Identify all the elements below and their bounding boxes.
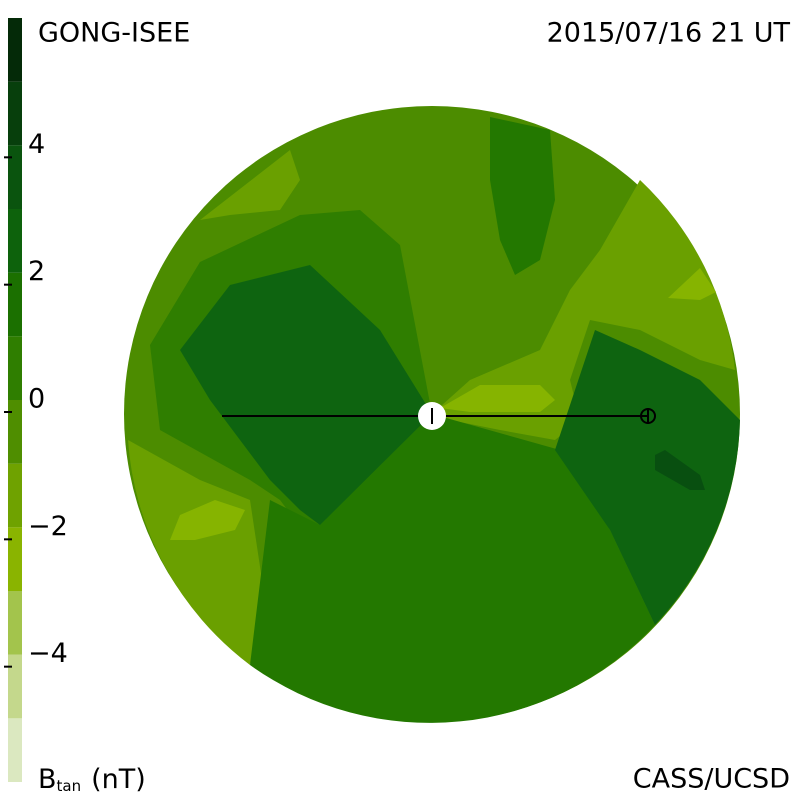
- credit: CASS/UCSD: [633, 764, 790, 795]
- color-band: [8, 145, 22, 209]
- date: 2015/07/16 21 UT: [547, 18, 791, 49]
- color-band: [8, 718, 22, 782]
- color-band: [8, 18, 22, 82]
- region: [250, 414, 655, 723]
- tick-label: −2: [28, 511, 68, 542]
- region: [170, 500, 245, 540]
- region: [668, 268, 716, 300]
- color-band: [8, 81, 22, 146]
- region: [440, 385, 555, 412]
- color-band: [8, 209, 22, 273]
- tick-label: −4: [28, 638, 68, 669]
- region: [180, 265, 432, 525]
- tick-label: 4: [28, 129, 45, 160]
- color-band: [8, 654, 22, 719]
- colorbar-label: Btan (nT): [38, 764, 146, 795]
- tick-label: 2: [28, 256, 45, 287]
- region: [655, 450, 705, 490]
- source: GONG-ISEE: [38, 18, 190, 49]
- subscript: tan: [57, 777, 82, 795]
- color-band: [8, 272, 22, 337]
- region: [490, 117, 555, 275]
- color-band: [8, 400, 22, 464]
- region: [200, 150, 300, 220]
- color-band: [8, 336, 22, 400]
- symbol: B: [38, 764, 57, 795]
- color-band: [8, 463, 22, 528]
- region: [555, 330, 740, 625]
- color-band: [8, 527, 22, 591]
- solar-disc: [124, 106, 740, 723]
- region: [432, 180, 735, 440]
- region: [128, 440, 265, 665]
- color-band: [8, 591, 22, 655]
- unit: (nT): [91, 764, 146, 795]
- tick-label: 0: [28, 384, 45, 415]
